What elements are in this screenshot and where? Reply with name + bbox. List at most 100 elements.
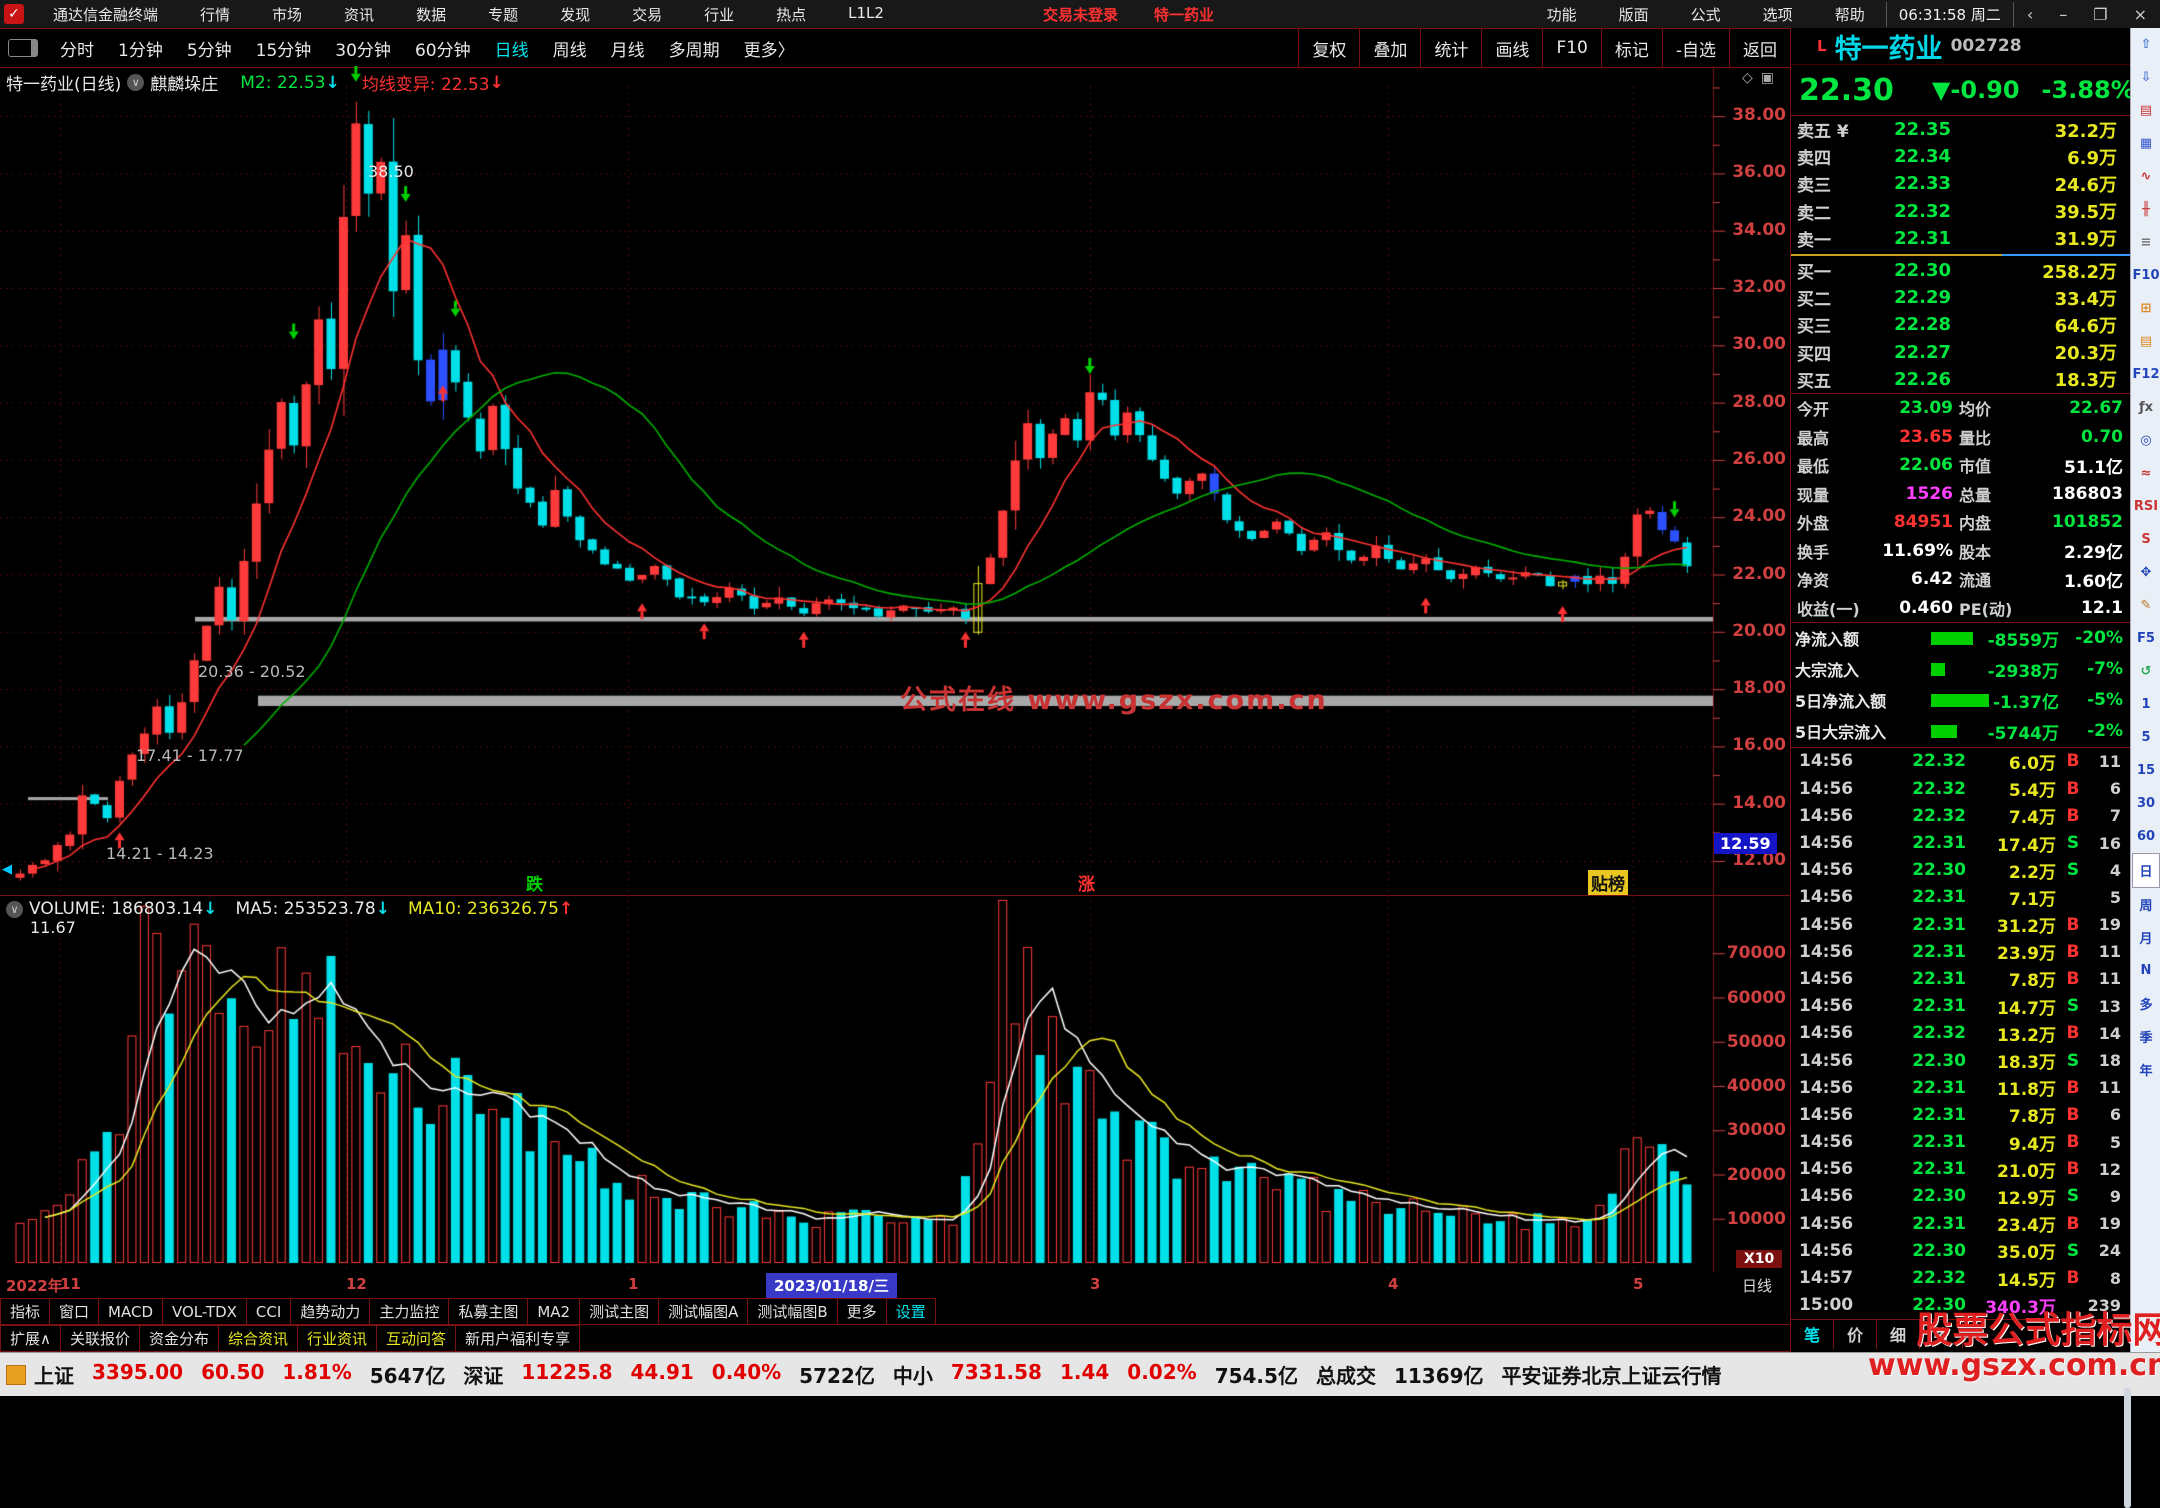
menu-red-0[interactable]: 交易未登录 <box>1042 5 1118 24</box>
indicator-dropdown-icon[interactable]: ∨ <box>127 74 145 91</box>
period-30分钟[interactable]: 30分钟 <box>335 40 391 61</box>
period-60分钟[interactable]: 60分钟 <box>414 40 471 61</box>
quote-list-icon[interactable]: ▤ <box>2139 103 2153 118</box>
formula-icon[interactable]: ƒx <box>2138 400 2154 415</box>
period-5min[interactable]: 5 <box>2141 730 2151 745</box>
tab-指标[interactable]: 指标 <box>0 1298 51 1325</box>
toolbar-button--自选[interactable]: -自选 <box>1661 29 1729 67</box>
tab-主力监控[interactable]: 主力监控 <box>370 1298 450 1325</box>
period-月线[interactable]: 月线 <box>610 40 645 61</box>
trade-row[interactable]: 14:56 22.31 7.8万 B 6 <box>1791 1101 2131 1128</box>
period-日线[interactable]: 日线 <box>494 40 529 61</box>
tab-CCI[interactable]: CCI <box>246 1298 292 1325</box>
volume-dropdown-icon[interactable]: ∨ <box>6 900 23 918</box>
refresh-icon[interactable]: ↺ <box>2140 664 2152 679</box>
trade-row[interactable]: 14:57 22.32 14.5万 B 8 <box>1791 1264 2131 1291</box>
toolbar-button-叠加[interactable]: 叠加 <box>1359 29 1420 67</box>
tab-行业资讯[interactable]: 行业资讯 <box>298 1325 378 1352</box>
menu-item-5[interactable]: 专题 <box>488 5 519 24</box>
tick-trade-list[interactable]: 14:56 22.32 6.0万 B 11 14:56 22.32 5.4万 B 6 14:56 22… <box>1791 748 2131 1508</box>
tab-互动问答[interactable]: 互动问答 <box>377 1325 457 1352</box>
scroll-down-icon[interactable]: ⇩ <box>2140 70 2152 85</box>
tab-新用户福利专享[interactable]: 新用户福利专享 <box>456 1325 581 1352</box>
bid-row-5[interactable]: 买五 22.26 18.3万 <box>1791 366 2131 393</box>
draw-pencil-icon[interactable]: ✎ <box>2140 598 2152 613</box>
volume-pane[interactable]: ∨ VOLUME: 186803.14 ↓ MA5: 253523.78 ↓ M… <box>0 895 1790 1273</box>
tab-测试幅图A[interactable]: 测试幅图A <box>659 1298 749 1325</box>
trade-row[interactable]: 14:56 22.32 5.4万 B 6 <box>1791 775 2131 802</box>
bid-row-3[interactable]: 买三 22.28 64.6万 <box>1791 311 2131 338</box>
tab-MACD[interactable]: MACD <box>99 1298 163 1325</box>
period-quarter[interactable]: 季 <box>2139 1031 2153 1046</box>
window-control-1[interactable]: – <box>2059 4 2068 24</box>
tab-私募主图[interactable]: 私募主图 <box>449 1298 529 1325</box>
trade-row[interactable]: 15:00 22.30 340.3万 239 <box>1791 1292 2131 1319</box>
volume-canvas[interactable] <box>0 895 1790 1272</box>
bid-row-4[interactable]: 买四 22.27 20.3万 <box>1791 339 2131 366</box>
trade-row[interactable]: 14:56 22.31 11.8万 B 11 <box>1791 1074 2131 1101</box>
menu-item-10[interactable]: L1L2 <box>848 3 884 22</box>
trend-chart-icon[interactable]: ∿ <box>2140 169 2152 184</box>
period-15分钟[interactable]: 15分钟 <box>255 40 312 61</box>
period-分时[interactable]: 分时 <box>60 40 94 61</box>
menu-right-3[interactable]: 选项 <box>1762 5 1793 24</box>
menu-item-9[interactable]: 热点 <box>776 5 807 24</box>
menu-item-3[interactable]: 资讯 <box>344 5 375 24</box>
menu-item-1[interactable]: 行情 <box>200 5 231 24</box>
trade-row[interactable]: 14:56 22.31 21.0万 B 12 <box>1791 1156 2131 1183</box>
toolbar-button-返回[interactable]: 返回 <box>1729 29 1790 67</box>
layout-icon[interactable] <box>8 39 38 57</box>
trade-row[interactable]: 14:56 22.31 23.9万 B 11 <box>1791 938 2131 965</box>
main-chart-pane[interactable]: 特一药业(日线) ∨ 麒麟垛庄 M2: 22.53 ↓ 均线变异: 22.53 … <box>0 66 1790 937</box>
market-icon[interactable] <box>6 1364 26 1385</box>
trade-row[interactable]: 14:56 22.31 14.7万 S 13 <box>1791 993 2131 1020</box>
trade-row[interactable]: 14:56 22.31 9.4万 B 5 <box>1791 1129 2131 1156</box>
period-year[interactable]: 年 <box>2139 1064 2153 1079</box>
trade-row[interactable]: 14:56 22.31 7.1万 5 <box>1791 884 2131 911</box>
f10-button[interactable]: F10 <box>2132 268 2160 283</box>
tab-窗口[interactable]: 窗口 <box>50 1298 100 1325</box>
period-month[interactable]: 月 <box>2139 932 2153 947</box>
period-n[interactable]: N <box>2140 963 2152 978</box>
period-30min[interactable]: 30 <box>2136 796 2156 811</box>
ask-row-2[interactable]: 卖二 22.32 39.5万 <box>1791 198 2131 225</box>
trade-row[interactable]: 14:56 22.31 23.4万 B 19 <box>1791 1210 2131 1237</box>
trade-row[interactable]: 14:56 22.32 6.0万 B 11 <box>1791 748 2131 775</box>
info-page-icon[interactable]: ≡ <box>2140 235 2152 250</box>
tab-测试幅图B[interactable]: 测试幅图B <box>748 1298 838 1325</box>
trade-tab-势[interactable]: 势 <box>1920 1319 1963 1349</box>
trade-tab-笔[interactable]: 笔 <box>1791 1319 1834 1349</box>
oval-tool-icon[interactable]: ◎ <box>2140 433 2152 448</box>
grid-quote-icon[interactable]: ▦ <box>2139 136 2153 151</box>
tab-设置[interactable]: 设置 <box>886 1298 936 1325</box>
toolbar-button-画线[interactable]: 画线 <box>1481 29 1542 67</box>
kline-chart-icon[interactable]: ╫ <box>2142 202 2150 217</box>
axis-period-label[interactable]: 日线 <box>1742 1277 1773 1295</box>
toolbar-button-复权[interactable]: 复权 <box>1298 29 1359 67</box>
f5-button[interactable]: F5 <box>2137 631 2155 646</box>
doc-icon[interactable]: ▤ <box>2139 334 2153 349</box>
window-control-3[interactable]: × <box>2133 4 2147 24</box>
menu-item-7[interactable]: 交易 <box>632 5 663 24</box>
ask-row-3[interactable]: 卖三 22.33 24.6万 <box>1791 170 2131 197</box>
trade-row[interactable]: 14:56 22.30 18.3万 S 18 <box>1791 1047 2131 1074</box>
bid-row-1[interactable]: 买一 22.30 258.2万 <box>1791 257 2131 284</box>
stock-name[interactable]: 特一药业 <box>1834 33 1943 65</box>
trade-row[interactable]: 14:56 22.32 13.2万 B 14 <box>1791 1020 2131 1047</box>
menu-item-6[interactable]: 发现 <box>560 5 591 24</box>
menu-red-1[interactable]: 特一药业 <box>1153 5 1214 24</box>
trade-row[interactable]: 14:56 22.31 31.2万 B 19 <box>1791 911 2131 938</box>
tab-MA2[interactable]: MA2 <box>528 1298 581 1325</box>
pane-corner-icons[interactable]: ◇▣ <box>1742 70 1782 86</box>
period-更多〉[interactable]: 更多〉 <box>743 40 795 61</box>
period-5分钟[interactable]: 5分钟 <box>186 40 232 61</box>
navigate-icon[interactable]: ✥ <box>2140 565 2152 580</box>
tab-资金分布[interactable]: 资金分布 <box>140 1325 220 1352</box>
menu-right-2[interactable]: 公式 <box>1690 5 1721 24</box>
tab-扩展∧[interactable]: 扩展∧ <box>0 1325 61 1352</box>
window-control-0[interactable]: ‹ <box>2026 4 2034 24</box>
menu-item-8[interactable]: 行业 <box>704 5 735 24</box>
period-multi[interactable]: 多 <box>2139 998 2153 1013</box>
menu-right-1[interactable]: 版面 <box>1618 5 1649 24</box>
menu-item-4[interactable]: 数据 <box>416 5 447 24</box>
